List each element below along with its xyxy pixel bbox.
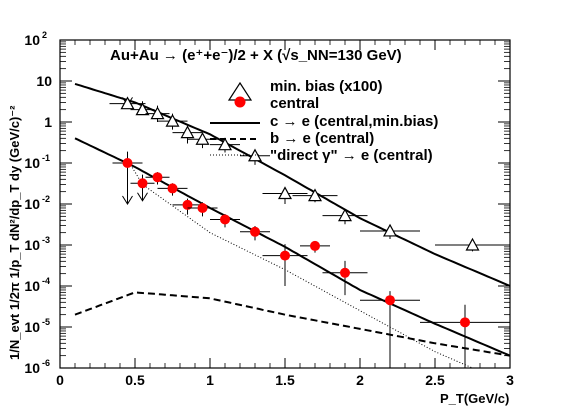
min-bias-point [277, 186, 293, 200]
legend-label-direct-gamma: "direct γ" → e (central) [270, 147, 433, 164]
central-point [122, 158, 133, 168]
central-point [197, 202, 208, 213]
legend-label-bottom: b → e (central) [270, 130, 374, 147]
legend-label-min-bias: min. bias (x100) [270, 78, 383, 95]
central-point [280, 250, 290, 261]
central-upper-limit-arrow [137, 192, 148, 202]
y-tick-label: 10 [24, 155, 40, 171]
y-tick-exponent: -2 [42, 194, 50, 204]
y-tick-label: 10 [24, 278, 40, 294]
min-bias-point [120, 96, 135, 110]
y-tick-label: 1 [44, 114, 52, 130]
y-tick-exponent: -3 [42, 235, 50, 245]
y-tick-label: 10 [24, 319, 40, 335]
x-tick-label: 1 [206, 372, 214, 388]
y-tick-label: 10 [24, 237, 40, 253]
min-bias-point [135, 102, 150, 116]
central-point [137, 178, 148, 189]
x-tick-label: 1.5 [275, 372, 295, 388]
central-point [250, 226, 260, 237]
x-tick-label: 2.5 [425, 372, 445, 388]
central-point [182, 199, 193, 210]
central-point [460, 317, 470, 328]
central-point [167, 183, 178, 194]
x-tick-label: 0.5 [125, 372, 145, 388]
y-tick-label: 10 [24, 196, 40, 212]
legend-label-charm: c → e (central,min.bias) [270, 113, 438, 130]
y-tick-exponent: -1 [42, 153, 50, 163]
min-bias-point [165, 113, 180, 127]
legend-marker-central [234, 96, 246, 108]
y-tick-label: 10 [24, 360, 40, 376]
legend-label-central: central [270, 95, 319, 112]
min-bias-point [217, 137, 233, 151]
min-bias-point [382, 223, 398, 237]
central-point [310, 240, 320, 251]
curve-solid-0 [74, 82, 511, 287]
x-tick-label: 0 [56, 372, 64, 388]
x-tick-label: 2 [356, 372, 364, 388]
central-point [220, 214, 230, 225]
min-bias-point [307, 188, 323, 202]
min-bias-point [180, 125, 195, 139]
y-tick-exponent: 2 [42, 30, 47, 40]
chart-title: Au+Au → (e⁺+e⁻)/2 + X (√s_NN=130 GeV) [110, 47, 402, 64]
central-point [340, 267, 350, 278]
y-tick-label: 10 [36, 73, 52, 89]
curve-dashed-0 [74, 291, 511, 357]
central-upper-limit-arrow [122, 195, 133, 205]
y-tick-exponent: -4 [42, 276, 50, 286]
min-bias-point [195, 131, 210, 145]
central-point [385, 295, 395, 306]
x-tick-label: 3 [506, 372, 514, 388]
y-tick-exponent: -5 [42, 317, 50, 327]
min-bias-point [337, 208, 353, 222]
y-tick-exponent: -6 [42, 358, 50, 368]
min-bias-point [465, 237, 480, 251]
legend: min. bias (x100) central c → e (central,… [210, 78, 438, 164]
y-tick-label: 10 [24, 32, 40, 48]
y-axis-label: 1/N_evt 1/2π 1/p_T dN²/dp_T dy (GeV/c)⁻² [7, 105, 22, 360]
data-points [109, 96, 510, 368]
x-axis-label: P_T(GeV/c) [440, 391, 509, 406]
central-point [152, 172, 163, 183]
min-bias-point [150, 106, 165, 120]
